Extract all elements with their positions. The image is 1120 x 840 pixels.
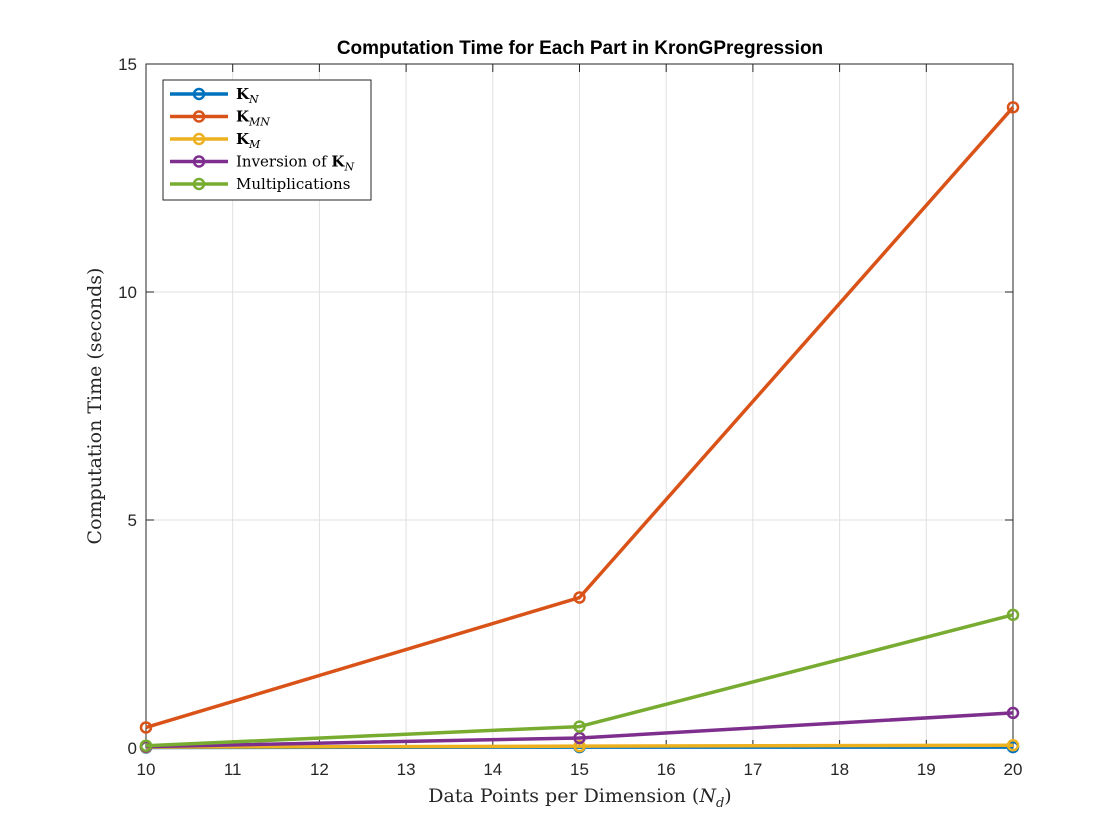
y-tick-label: 5 bbox=[128, 511, 137, 530]
x-tick-label: 18 bbox=[830, 760, 849, 779]
series-k-mn bbox=[139, 101, 1020, 734]
x-tick-label: 11 bbox=[224, 760, 242, 779]
legend-swatch-marker bbox=[192, 110, 206, 123]
data-point bbox=[1006, 608, 1020, 622]
data-point bbox=[1006, 101, 1020, 114]
y-tick-label: 10 bbox=[118, 283, 137, 302]
y-tick-label: 0 bbox=[128, 739, 137, 758]
legend-swatch-marker bbox=[192, 155, 206, 168]
x-axis-label: Data Points per Dimension (Nd) bbox=[428, 785, 731, 811]
x-tick-label: 20 bbox=[1004, 760, 1023, 779]
legend-entry: Inversion of KN bbox=[170, 153, 354, 174]
data-point bbox=[139, 739, 153, 752]
legend-label: Multiplications bbox=[236, 175, 350, 193]
series-line bbox=[145, 743, 1014, 749]
legend-label: KM bbox=[236, 130, 261, 151]
x-tick-label: 19 bbox=[917, 760, 936, 779]
axis-ticks: 10 11 12 13 14 15 16 17 18 19 20 0 5 10 15 bbox=[118, 55, 1022, 779]
series-line bbox=[145, 106, 1015, 730]
legend-entry: KM bbox=[170, 130, 261, 151]
legend-label: KMN bbox=[236, 108, 270, 129]
legend-entry: KMN bbox=[170, 108, 270, 129]
data-point bbox=[139, 721, 153, 734]
x-tick-label: 10 bbox=[137, 760, 156, 779]
x-tick-label: 16 bbox=[657, 760, 676, 779]
x-tick-label: 14 bbox=[483, 760, 502, 779]
legend-label: KN bbox=[236, 85, 259, 106]
legend-swatch-marker bbox=[192, 132, 206, 146]
chart-title: Computation Time for Each Part in KronGP… bbox=[337, 38, 823, 59]
legend-entry: Multiplications bbox=[170, 175, 350, 193]
series-k-m bbox=[139, 739, 1020, 754]
data-point bbox=[1006, 739, 1020, 752]
y-axis-label: Computation Time (seconds) bbox=[84, 268, 106, 545]
data-point bbox=[1006, 706, 1020, 720]
legend-label: Inversion of KN bbox=[236, 153, 354, 174]
data-point bbox=[573, 731, 586, 745]
x-tick-label: 17 bbox=[743, 760, 762, 779]
series-line bbox=[145, 613, 1014, 748]
data-point bbox=[573, 739, 586, 753]
y-tick-label: 15 bbox=[118, 55, 137, 74]
legend-swatch-marker bbox=[192, 87, 206, 101]
data-point bbox=[573, 720, 586, 733]
data-point bbox=[573, 591, 586, 604]
series-line bbox=[145, 711, 1014, 749]
series-layer bbox=[139, 101, 1020, 754]
x-tick-label: 15 bbox=[570, 760, 589, 779]
legend-entry: KN bbox=[170, 85, 259, 106]
x-tick-label: 13 bbox=[397, 760, 416, 779]
series-multiplications bbox=[139, 608, 1020, 752]
x-tick-label: 12 bbox=[310, 760, 329, 779]
legend-swatch-marker bbox=[192, 177, 206, 191]
